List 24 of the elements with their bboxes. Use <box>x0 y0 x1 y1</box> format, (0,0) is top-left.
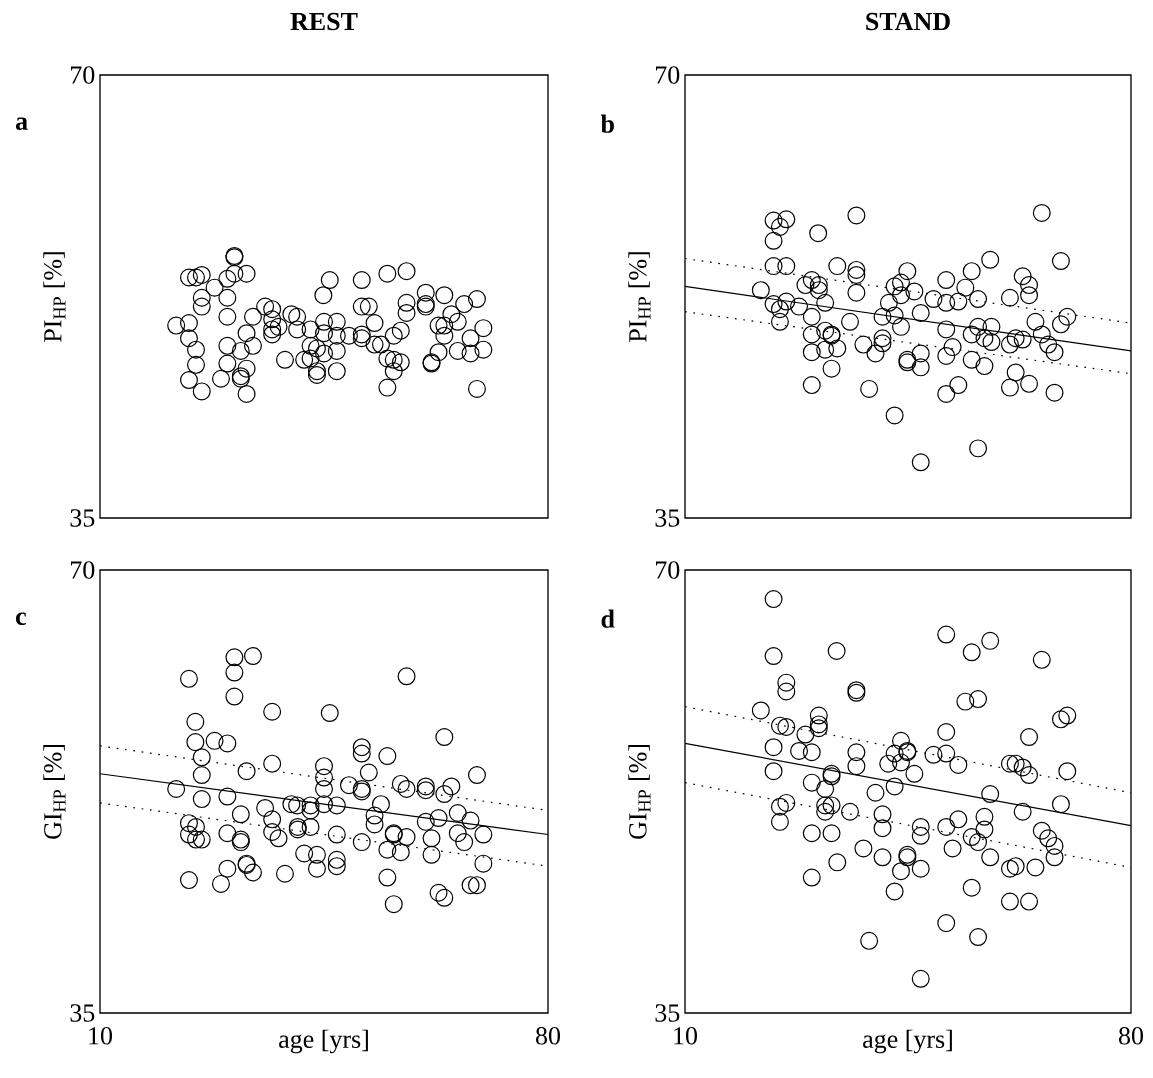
text: d <box>601 609 615 628</box>
x-tick-label: 10 <box>89 1027 113 1045</box>
x-tick-label: 10 <box>674 1027 698 1045</box>
y-axis-title: PI$_{HP}$ [%] <box>43 252 66 342</box>
y-axis-title: GI$_{HP}$ [%] <box>628 744 651 839</box>
x-axis-title: age [yrs] <box>863 1029 952 1054</box>
text: b <box>600 114 614 133</box>
y-tick-label: 35 <box>655 1004 680 1022</box>
x-tick-label: 80 <box>535 1027 560 1045</box>
y-tick-label: 70 <box>656 66 680 84</box>
y-tick-label: 35 <box>655 509 680 527</box>
text: a <box>15 117 28 130</box>
y-tick-label: 70 <box>71 561 95 579</box>
y-tick-label: 70 <box>71 66 95 84</box>
chart-title: STAND <box>866 12 950 31</box>
chart-title: REST <box>290 12 358 31</box>
y-tick-label: 35 <box>70 509 95 527</box>
y-axis-title: GI$_{HP}$ [%] <box>43 744 66 839</box>
x-tick-label: 80 <box>1118 1027 1143 1045</box>
y-tick-label: 35 <box>70 1004 95 1022</box>
y-tick-label: 70 <box>656 561 680 579</box>
x-axis-title: age [yrs] <box>279 1029 368 1054</box>
y-axis-title: PI$_{HP}$ [%] <box>628 252 651 342</box>
text: c <box>16 612 27 625</box>
